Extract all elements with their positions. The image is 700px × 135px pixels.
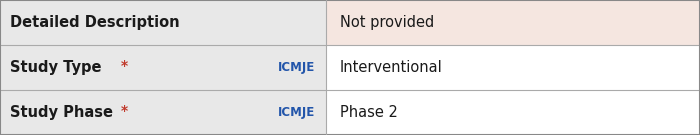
Bar [0,90,326,135]
Text: Not provided: Not provided [340,15,434,30]
Text: *: * [121,104,128,118]
Bar [326,90,700,135]
Text: Detailed Description: Detailed Description [10,15,180,30]
Bar [326,45,700,90]
Text: *: * [121,59,128,73]
Text: ICMJE: ICMJE [278,106,315,119]
Text: Study Type: Study Type [10,60,102,75]
Text: ICMJE: ICMJE [278,61,315,74]
Text: Interventional: Interventional [340,60,442,75]
Bar [326,0,700,45]
Bar [0,45,326,90]
Text: Study Phase: Study Phase [10,105,113,120]
Bar [0,0,326,45]
Text: Phase 2: Phase 2 [340,105,398,120]
